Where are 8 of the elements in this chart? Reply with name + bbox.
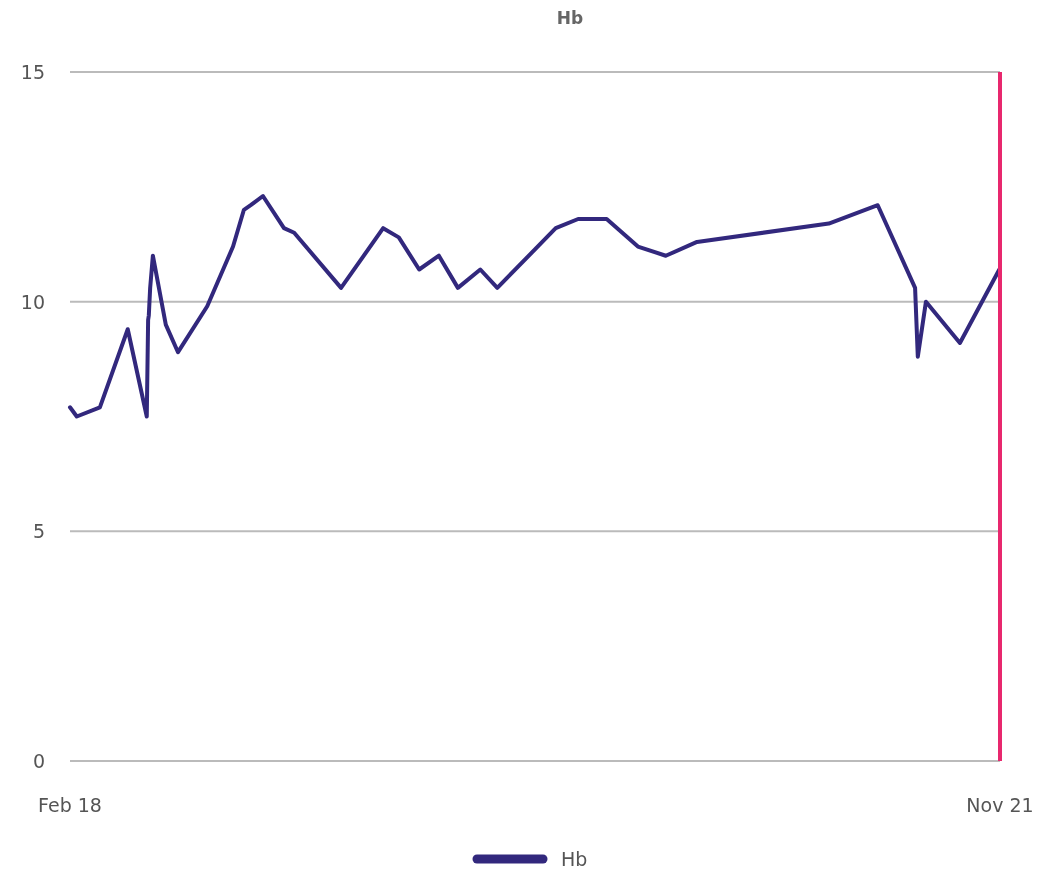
y-tick-label: 15 <box>20 61 45 83</box>
chart-title: Hb <box>556 8 584 28</box>
x-tick-label: Feb 18 <box>38 794 102 816</box>
x-tick-label: Nov 21 <box>966 794 1034 816</box>
y-tick-label: 10 <box>20 290 45 313</box>
legend-label: Hb <box>561 848 588 870</box>
y-tick-label: 0 <box>32 750 45 772</box>
y-tick-label: 5 <box>32 520 45 543</box>
